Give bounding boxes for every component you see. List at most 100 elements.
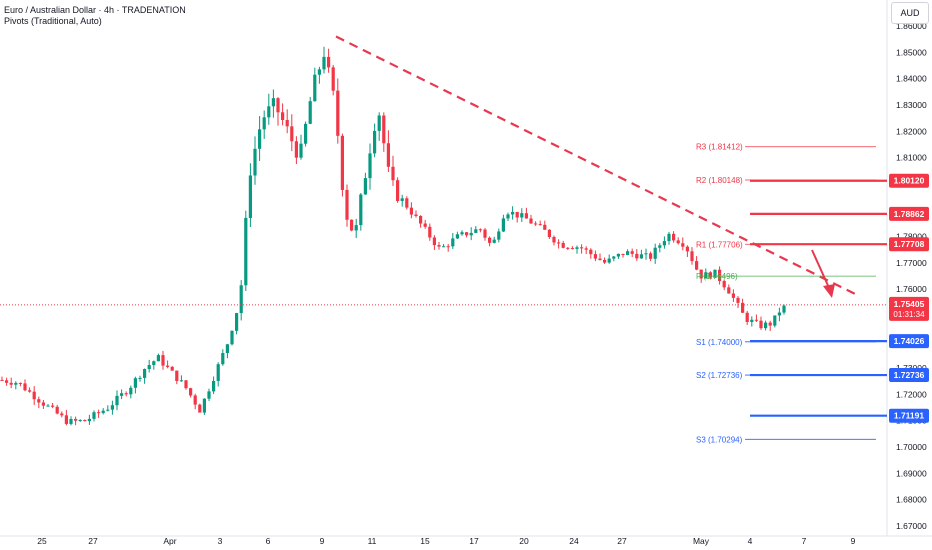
candle-body [603,259,607,263]
candle-body [547,229,551,237]
level-badge-text: 1.74026 [894,336,925,346]
candle-body [754,319,758,321]
candle-body [377,115,381,131]
candle-body [322,56,326,70]
down-arrow-icon [823,284,835,298]
candle-body [78,419,82,421]
candle-body [777,312,781,316]
countdown-text: 01:31:34 [893,310,925,319]
candle-body [359,194,363,226]
candle-body [294,141,298,158]
current-price-text: 1.75405 [894,299,925,309]
candle-body [782,305,786,313]
candle-body [244,217,248,286]
candle-body [64,415,68,424]
candle-body [101,410,105,413]
candle-body [184,380,188,389]
candle-body [630,251,634,254]
candle-body [442,246,446,248]
candle-body [304,123,308,144]
candle-body [511,211,515,215]
x-tick-label: 6 [266,536,271,546]
candle-body [695,261,699,270]
candle-body [354,225,358,231]
candle-body [672,233,676,241]
candle-body [386,143,390,167]
candle-body [478,229,482,231]
candle-body [331,67,335,91]
pivot-label: S3 (1.70294) [696,435,743,444]
y-tick-label: 1.76000 [896,284,927,294]
candle-body [198,404,202,413]
candle-body [368,153,372,179]
candle-body [658,245,662,248]
candle-body [308,101,312,124]
candle-body [189,388,193,396]
candle-body [584,248,588,250]
candle-body [506,214,510,219]
x-tick-label: 25 [37,536,47,546]
candle-body [474,229,478,233]
candle-body [741,302,745,313]
candle-body [419,215,423,224]
overlays: R3 (1.81412) R2 (1.80148) R1 (1.77706) P (1… [0,35,887,444]
candle-body [143,369,147,378]
candle-body [561,242,565,248]
indicator-label[interactable]: Pivots (Traditional, Auto) [4,16,102,26]
level-badge [889,173,929,188]
y-tick-label: 1.78000 [896,232,927,242]
candle-body [414,214,418,216]
candle-body [32,391,36,400]
candle-body [156,355,160,362]
level-badge [889,206,929,221]
candle-body [649,253,653,259]
candle-body [699,269,703,279]
candle-body [764,322,768,329]
candle-body [570,248,574,250]
candle-body [290,126,294,142]
currency-button[interactable]: AUD [891,2,929,24]
pivot-label: R1 (1.77706) [696,240,743,249]
candle-body [538,224,542,226]
candle-body [115,395,119,406]
candle-body [382,115,386,144]
candle-body [676,240,680,244]
candle-body [248,175,252,218]
level-badge-text: 1.77708 [894,239,925,249]
candle-body [520,213,524,218]
candle-body [635,253,639,259]
candle-body [644,253,648,255]
candle-body [37,399,41,403]
x-tick-label: 27 [617,536,627,546]
candle-body [543,224,547,230]
candle-body [55,406,59,414]
candle-body [285,120,289,127]
price-badges: 1.80120 1.78862 1.77708 1.74026 1.72736 1.711… [889,173,929,423]
candle-body [616,253,620,257]
candle-body [690,251,694,262]
candle-body [212,380,216,392]
x-tick-label: 4 [748,536,753,546]
arrow-shaft [811,249,831,291]
candle-body [736,297,740,303]
candle-body [501,218,505,232]
candle-body [400,198,404,201]
x-tick-label: 11 [368,536,377,546]
y-tick-label: 1.70000 [896,442,927,452]
candle-body [60,413,64,416]
candle-body [235,313,239,331]
symbol-title[interactable]: Euro / Australian Dollar · 4h · TRADENAT… [4,5,186,15]
candle-body [46,405,50,407]
candle-body [350,219,354,231]
candle-body [552,236,556,243]
candle-body [681,243,685,247]
candle-body [221,353,225,365]
pivot-label: S2 (1.72736) [696,371,743,380]
level-badge [889,368,929,383]
candle-body [41,402,45,406]
candle-body [239,285,243,314]
x-tick-label: 27 [88,536,98,546]
candle-body [492,239,496,243]
